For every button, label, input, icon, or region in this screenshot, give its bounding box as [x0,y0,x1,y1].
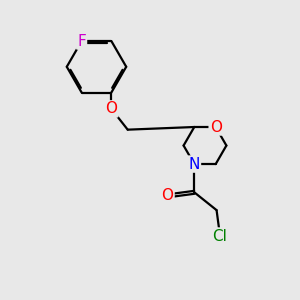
Text: F: F [77,34,86,49]
Text: O: O [210,119,222,134]
Text: O: O [161,188,173,203]
Text: Cl: Cl [212,229,227,244]
Text: O: O [105,101,117,116]
Text: N: N [189,157,200,172]
